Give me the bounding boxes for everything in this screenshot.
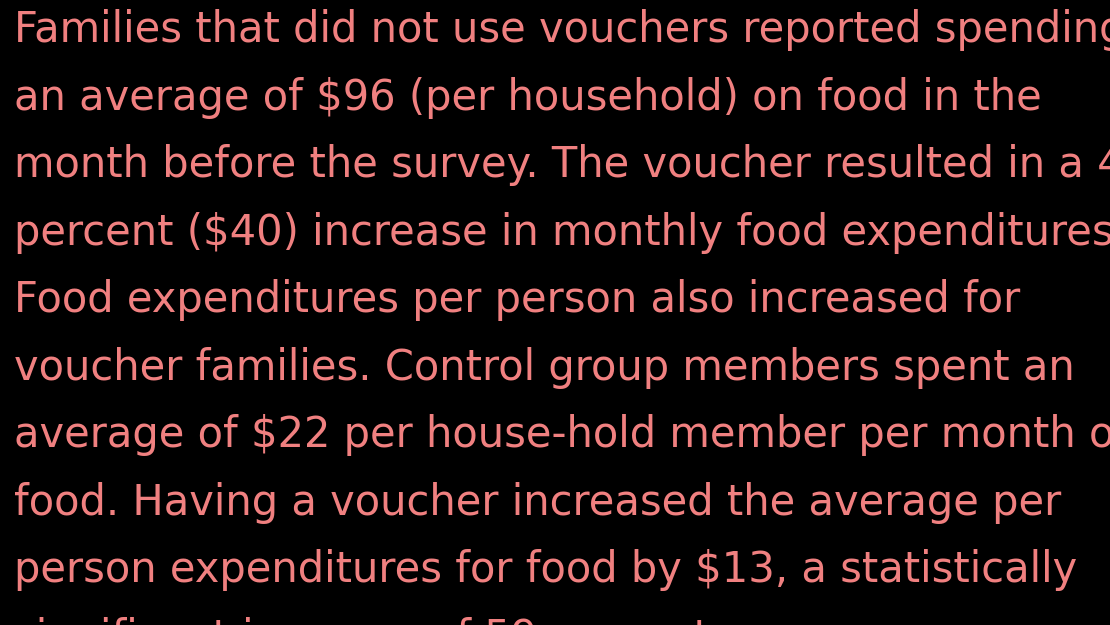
Text: an average of $96 (per household) on food in the: an average of $96 (per household) on foo… xyxy=(14,77,1042,119)
Text: voucher families. Control group members spent an: voucher families. Control group members … xyxy=(14,347,1076,389)
Text: average of $22 per house-hold member per month on: average of $22 per house-hold member per… xyxy=(14,414,1110,456)
Text: food. Having a voucher increased the average per: food. Having a voucher increased the ave… xyxy=(14,482,1061,524)
Text: Food expenditures per person also increased for: Food expenditures per person also increa… xyxy=(14,279,1021,321)
Text: significant increase of 59 percent.: significant increase of 59 percent. xyxy=(14,617,724,625)
Text: person expenditures for food by $13, a statistically: person expenditures for food by $13, a s… xyxy=(14,549,1078,591)
Text: percent ($40) increase in monthly food expenditures.: percent ($40) increase in monthly food e… xyxy=(14,212,1110,254)
Text: Families that did not use vouchers reported spending: Families that did not use vouchers repor… xyxy=(14,9,1110,51)
Text: month before the survey. The voucher resulted in a 40: month before the survey. The voucher res… xyxy=(14,144,1110,186)
